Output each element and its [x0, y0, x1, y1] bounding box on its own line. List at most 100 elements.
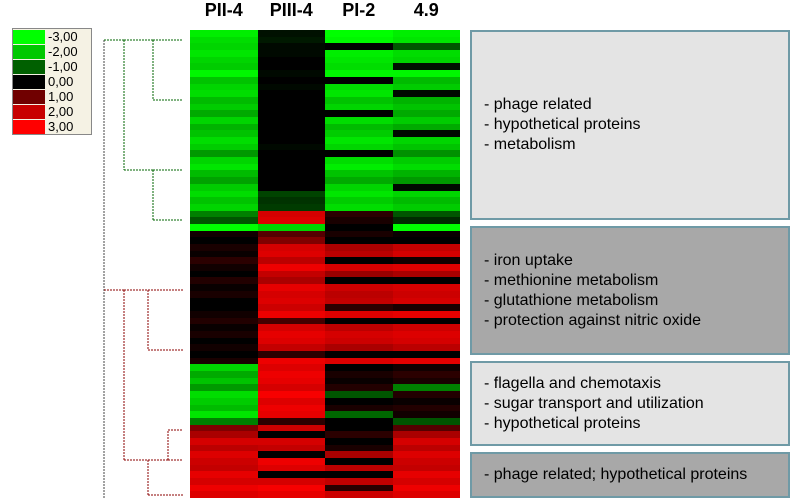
heatmap-cell — [325, 378, 393, 385]
heatmap-cell — [393, 164, 461, 171]
heatmap-cell — [258, 117, 326, 124]
legend-swatch — [13, 45, 45, 59]
heatmap-cell — [325, 170, 393, 177]
annotation-line: - hypothetical proteins — [484, 415, 776, 433]
annotation-line: - methionine metabolism — [484, 272, 776, 290]
heatmap-row — [190, 284, 460, 291]
heatmap-cell — [190, 30, 258, 37]
heatmap-cell — [325, 231, 393, 238]
heatmap-cell — [325, 244, 393, 251]
heatmap-cell — [325, 271, 393, 278]
annotation-line: - sugar transport and utilization — [484, 395, 776, 413]
heatmap-cell — [325, 344, 393, 351]
heatmap-cell — [325, 184, 393, 191]
heatmap-cell — [325, 50, 393, 57]
heatmap-cell — [393, 117, 461, 124]
heatmap-cell — [258, 485, 326, 492]
heatmap-row — [190, 110, 460, 117]
heatmap-cell — [325, 37, 393, 44]
heatmap-cell — [393, 491, 461, 498]
heatmap-row — [190, 271, 460, 278]
heatmap-row — [190, 431, 460, 438]
heatmap-cell — [190, 304, 258, 311]
legend-tick: -2,00 — [45, 44, 78, 59]
heatmap-cell — [258, 438, 326, 445]
heatmap-cell — [258, 30, 326, 37]
heatmap-cell — [393, 110, 461, 117]
annotation-line: - glutathione metabolism — [484, 292, 776, 310]
annotation-list: - flagella and chemotaxis- sugar transpo… — [484, 373, 776, 435]
heatmap-cell — [393, 344, 461, 351]
heatmap-cell — [393, 251, 461, 258]
heatmap-row — [190, 197, 460, 204]
heatmap-cell — [325, 384, 393, 391]
heatmap-row — [190, 177, 460, 184]
heatmap-cell — [258, 318, 326, 325]
heatmap-cell — [258, 211, 326, 218]
heatmap-row — [190, 237, 460, 244]
legend-swatch — [13, 90, 45, 104]
heatmap-row — [190, 77, 460, 84]
heatmap-cell — [258, 344, 326, 351]
heatmap-cell — [258, 150, 326, 157]
heatmap-cell — [325, 191, 393, 198]
heatmap-cell — [393, 257, 461, 264]
heatmap-row — [190, 331, 460, 338]
heatmap-row — [190, 405, 460, 412]
heatmap-cell — [325, 284, 393, 291]
heatmap-cell — [258, 465, 326, 472]
heatmap-cell — [393, 465, 461, 472]
heatmap-cell — [325, 358, 393, 365]
heatmap-row — [190, 425, 460, 432]
heatmap-row — [190, 304, 460, 311]
heatmap-cell — [393, 411, 461, 418]
heatmap-cell — [190, 104, 258, 111]
heatmap-row — [190, 264, 460, 271]
heatmap-row — [190, 211, 460, 218]
heatmap-cell — [325, 398, 393, 405]
heatmap-cell — [258, 371, 326, 378]
heatmap-row — [190, 451, 460, 458]
heatmap-cell — [258, 37, 326, 44]
heatmap-cell — [190, 191, 258, 198]
heatmap-cell — [393, 311, 461, 318]
heatmap-row — [190, 445, 460, 452]
heatmap-cell — [258, 411, 326, 418]
heatmap-cell — [393, 298, 461, 305]
heatmap-cell — [190, 110, 258, 117]
heatmap-cell — [325, 371, 393, 378]
heatmap-cell — [393, 331, 461, 338]
heatmap-row — [190, 30, 460, 37]
heatmap-cell — [258, 197, 326, 204]
heatmap-cell — [393, 458, 461, 465]
heatmap-row — [190, 90, 460, 97]
heatmap-cell — [190, 271, 258, 278]
heatmap-row — [190, 491, 460, 498]
heatmap-cell — [325, 84, 393, 91]
heatmap-row — [190, 391, 460, 398]
heatmap-cell — [190, 37, 258, 44]
heatmap-row — [190, 364, 460, 371]
legend-tick: 3,00 — [45, 119, 73, 134]
heatmap-cell — [258, 57, 326, 64]
heatmap-cell — [325, 251, 393, 258]
heatmap-row — [190, 57, 460, 64]
heatmap-cell — [258, 491, 326, 498]
heatmap-row — [190, 70, 460, 77]
heatmap-row — [190, 84, 460, 91]
heatmap-cell — [258, 324, 326, 331]
heatmap-cell — [393, 271, 461, 278]
heatmap-row — [190, 104, 460, 111]
heatmap-cell — [393, 211, 461, 218]
annotation-box: - flagella and chemotaxis- sugar transpo… — [470, 361, 790, 446]
heatmap-cell — [258, 364, 326, 371]
heatmap-cell — [393, 30, 461, 37]
heatmap-cell — [393, 150, 461, 157]
column-headers: PII-4PIII-4PI-24.9 — [190, 0, 460, 30]
heatmap-cell — [325, 104, 393, 111]
heatmap-row — [190, 43, 460, 50]
heatmap-cell — [325, 237, 393, 244]
heatmap-row — [190, 144, 460, 151]
heatmap-row — [190, 478, 460, 485]
heatmap-cell — [190, 84, 258, 91]
